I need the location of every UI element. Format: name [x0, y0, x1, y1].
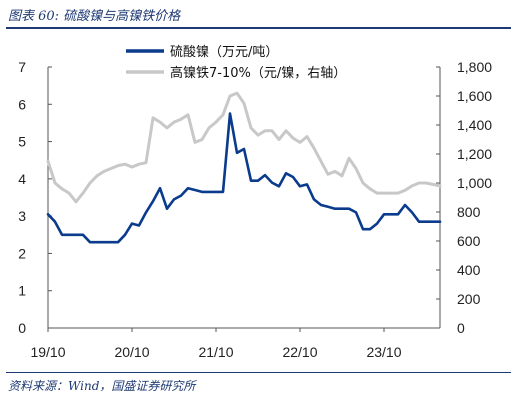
right-tick-label: 1,000 — [457, 175, 492, 191]
right-tick-label: 1,200 — [457, 146, 492, 162]
x-tick-label: 20/10 — [114, 344, 149, 360]
figure-title: 图表 60: 硫酸镍与高镍铁价格 — [8, 9, 181, 24]
left-tick-label: 7 — [18, 59, 26, 75]
title-rule — [6, 27, 511, 29]
right-tick-label: 1,800 — [457, 59, 492, 75]
left-tick-label: 2 — [18, 245, 26, 261]
right-tick-label: 1,600 — [457, 88, 492, 104]
left-tick-label: 1 — [18, 283, 26, 299]
source-note: 资料来源：Wind，国盛证券研究所 — [8, 379, 196, 393]
right-tick-label: 200 — [457, 291, 481, 307]
legend-label: 硫酸镍（万元/吨） — [170, 45, 278, 60]
left-tick-label: 4 — [18, 171, 26, 187]
left-tick-label: 6 — [18, 96, 26, 112]
right-tick-label: 400 — [457, 262, 481, 278]
right-tick-label: 600 — [457, 233, 481, 249]
left-tick-label: 3 — [18, 208, 26, 224]
series-line-nickel-sulfate — [46, 112, 442, 244]
right-tick-label: 1,400 — [457, 117, 492, 133]
x-tick-label: 21/10 — [198, 344, 233, 360]
x-tick-label: 23/10 — [366, 344, 401, 360]
chart-axes: 0 1 2 3 4 5 6 7 0 200 400 600 800 1,000 1,200 1,400 1,60… — [18, 59, 492, 360]
series-line-high-nickel-pig-iron — [46, 91, 442, 204]
series-layer — [46, 91, 442, 244]
source-rule — [6, 372, 511, 373]
right-tick-label: 800 — [457, 204, 481, 220]
right-tick-label: 0 — [457, 320, 465, 336]
x-tick-label: 19/10 — [30, 344, 65, 360]
x-tick-label: 22/10 — [282, 344, 317, 360]
legend-label: 高镍铁7-10%（元/镍，右轴） — [170, 65, 346, 81]
legend: 硫酸镍（万元/吨） 高镍铁7-10%（元/镍，右轴） — [126, 45, 346, 81]
left-tick-label: 5 — [18, 134, 26, 150]
left-tick-label: 0 — [18, 320, 26, 336]
